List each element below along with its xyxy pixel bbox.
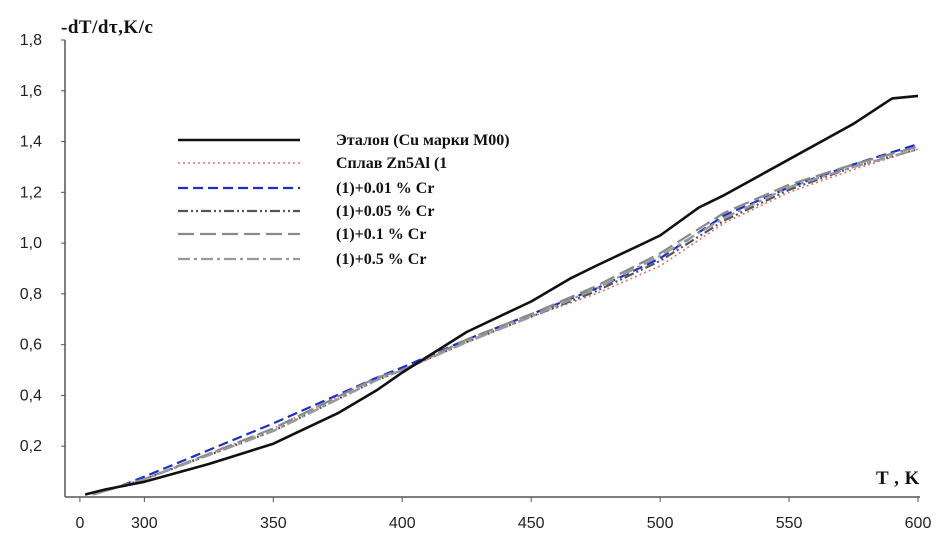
y-tick-label: 0,2	[20, 438, 42, 455]
x-axis-ticks: 0 300 350 400 450 500 550 600	[75, 497, 931, 532]
legend-label: Эталон (Cu марки М00)	[336, 132, 510, 149]
legend-label: (1)+0.05 % Cr	[336, 203, 434, 220]
x-axis-title: T , K	[876, 468, 920, 489]
y-axis-title: -dT/dτ,K/c	[61, 17, 153, 38]
x-tick-label: 350	[260, 515, 287, 532]
legend-label: (1)+0.1 % Cr	[336, 226, 426, 243]
x-tick-label: 550	[776, 515, 803, 532]
legend-label: (1)+0.01 % Cr	[336, 180, 434, 197]
y-tick-label: 0,8	[20, 286, 42, 303]
y-tick-label: 0,4	[20, 387, 42, 404]
legend-label: (1)+0.5 % Cr	[336, 251, 426, 268]
x-tick-label: 300	[131, 515, 158, 532]
series-line-1	[84, 94, 919, 496]
x-tick-label: 450	[518, 515, 545, 532]
y-tick-label: 1,0	[20, 235, 42, 252]
y-tick-label: 1,8	[20, 32, 42, 49]
legend: Эталон (Cu марки М00) Сплав Zn5Al (1 (1)+0…	[178, 132, 510, 268]
legend-label: Сплав Zn5Al (1	[336, 155, 447, 172]
y-tick-label: 1,4	[20, 134, 42, 151]
series-lines	[84, 94, 919, 496]
series-line-6	[92, 148, 919, 496]
y-axis-ticks: 0,2 0,4 0,6 0,8 1,0 1,2 1,4 1,6 1,8	[20, 32, 65, 455]
series-line-3	[92, 143, 919, 496]
y-tick-label: 1,2	[20, 184, 42, 201]
x-tick-label: 400	[389, 515, 416, 532]
y-tick-label: 1,6	[20, 83, 42, 100]
y-tick-label: 0,6	[20, 337, 42, 354]
x-tick-label: 0	[75, 515, 84, 532]
x-tick-label: 600	[905, 515, 932, 532]
x-tick-label: 500	[647, 515, 674, 532]
series-line-4	[92, 148, 919, 496]
series-line-2	[92, 148, 919, 496]
series-line-5	[92, 145, 919, 496]
